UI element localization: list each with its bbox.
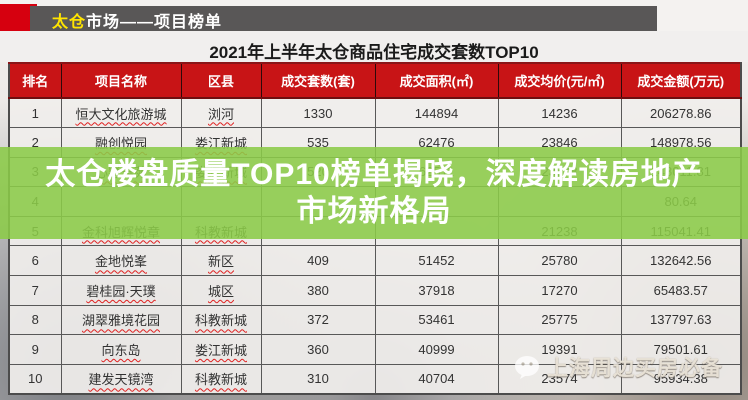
table-cell: 恒大文化旅游城 — [60, 97, 182, 129]
table-cell: 409 — [260, 245, 376, 277]
col-header-district: 区县 — [180, 62, 262, 99]
table-cell: 科教新城 — [180, 304, 262, 336]
table-cell: 310 — [260, 363, 376, 395]
table-cell: 7 — [8, 275, 62, 306]
table-cell: 53461 — [374, 304, 499, 336]
table-cell: 碧桂园·天璞 — [60, 275, 182, 306]
section-banner: 太仓市场——项目榜单 — [30, 6, 657, 31]
table-cell: 娄江新城 — [180, 334, 262, 365]
table-cell: 10 — [8, 363, 62, 395]
table-cell: 79501.61 — [620, 334, 742, 365]
table-cell: 144894 — [374, 97, 499, 129]
table-row: 8 湖翠雅境花园 科教新城 372 53461 25775 137797.63 — [8, 304, 742, 336]
table-cell: 360 — [260, 334, 376, 365]
table-header-row: 排名 项目名称 区县 成交套数(套) 成交面积(㎡) 成交均价(元/㎡) 成交金… — [8, 62, 742, 99]
section-banner-text: 太仓市场——项目榜单 — [52, 8, 222, 32]
banner-brand-highlight: 太仓 — [52, 14, 87, 31]
table-cell: 25775 — [497, 304, 622, 336]
table-cell: 8 — [8, 304, 62, 336]
table-cell: 23574 — [497, 363, 622, 395]
table-cell: 40999 — [374, 334, 499, 365]
watermark: 上海周边买房必备 — [514, 352, 723, 382]
table-cell: 37918 — [374, 275, 499, 306]
table-cell: 40704 — [374, 363, 499, 395]
col-header-rank: 排名 — [8, 62, 62, 99]
col-header-project: 项目名称 — [60, 62, 182, 99]
table-cell: 新区 — [180, 245, 262, 277]
table-cell: 建发天镜湾 — [60, 363, 182, 395]
table-cell: 132642.56 — [620, 245, 742, 277]
headline-line1: 太仓楼盘质量TOP10榜单揭晓，深度解读房地产 — [45, 158, 703, 191]
table-cell: 金地悦峯 — [60, 245, 182, 277]
table-cell: 1 — [8, 97, 62, 129]
table-cell: 17270 — [497, 275, 622, 306]
col-header-price: 成交均价(元/㎡) — [497, 62, 622, 99]
table-cell: 向东岛 — [60, 334, 182, 365]
title-band: 2021年上半年太仓商品住宅成交套数TOP10 — [0, 31, 748, 62]
table-cell: 14236 — [497, 97, 622, 129]
table-cell: 206278.86 — [620, 97, 742, 129]
col-header-amount: 成交金额(万元) — [620, 62, 742, 99]
table-cell: 372 — [260, 304, 376, 336]
table-row: 10 建发天镜湾 科教新城 310 40704 23574 95934.38 — [8, 363, 742, 395]
table-cell: 6 — [8, 245, 62, 277]
table-cell: 95934.38 — [620, 363, 742, 395]
headline-line2: 市场新格局 — [296, 195, 452, 228]
banner-brand-rest: 市场——项目榜单 — [86, 14, 223, 31]
table-cell: 25780 — [497, 245, 622, 277]
table-row: 6 金地悦峯 新区 409 51452 25780 132642.56 — [8, 245, 742, 277]
table-cell: 科教新城 — [180, 363, 262, 395]
col-header-units: 成交套数(套) — [260, 62, 376, 99]
table-cell: 浏河 — [180, 97, 262, 129]
page-title: 2021年上半年太仓商品住宅成交套数TOP10 — [209, 43, 539, 62]
wechat-icon — [515, 355, 539, 379]
headline-overlay: 太仓楼盘质量TOP10榜单揭晓，深度解读房地产 市场新格局 — [0, 147, 748, 239]
table-cell: 1330 — [260, 97, 376, 129]
table-cell: 380 — [260, 275, 376, 306]
table-cell: 65483.57 — [620, 275, 742, 306]
table-row: 7 碧桂园·天璞 城区 380 37918 17270 65483.57 — [8, 275, 742, 306]
table-cell: 51452 — [374, 245, 499, 277]
table-cell: 137797.63 — [620, 304, 742, 336]
col-header-area: 成交面积(㎡) — [374, 62, 499, 99]
table-cell: 9 — [8, 334, 62, 365]
watermark-text: 上海周边买房必备 — [547, 357, 723, 380]
table-row: 1 恒大文化旅游城 浏河 1330 144894 14236 206278.86 — [8, 97, 742, 129]
table-cell: 湖翠雅境花园 — [60, 304, 182, 336]
table-cell: 城区 — [180, 275, 262, 306]
